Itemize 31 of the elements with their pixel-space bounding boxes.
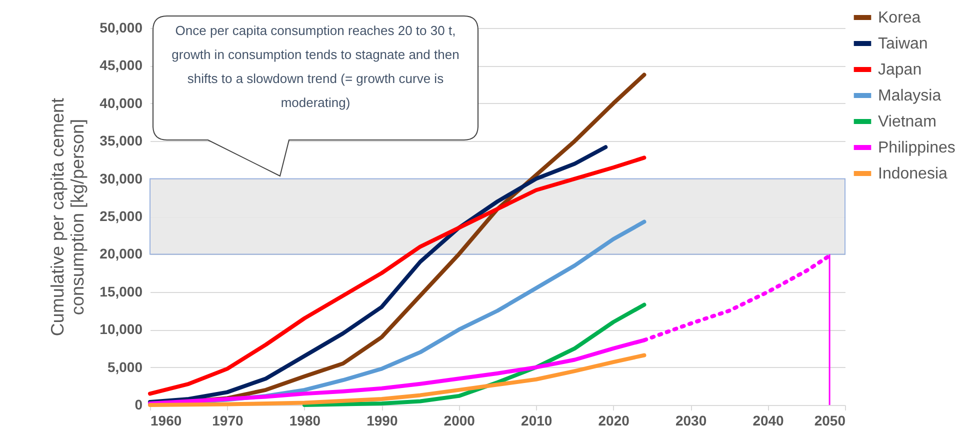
y-tick-label: 10,000 bbox=[100, 321, 143, 338]
x-tick-label: 2050 bbox=[814, 412, 846, 428]
x-tick-label: 2020 bbox=[598, 412, 630, 428]
y-tick-label: 25,000 bbox=[100, 208, 143, 224]
y-tick-label: 45,000 bbox=[100, 57, 143, 74]
legend-label: Philippines bbox=[878, 140, 956, 156]
y-tick-label: 20,000 bbox=[100, 246, 143, 262]
y-tick-label: 5,000 bbox=[107, 358, 143, 375]
y-tick-label: 30,000 bbox=[100, 170, 143, 186]
y-tick-label: 15,000 bbox=[100, 283, 143, 300]
y-tick-label: 40,000 bbox=[100, 94, 143, 111]
x-tick-label: 1980 bbox=[289, 412, 321, 428]
x-tick-label: 1960 bbox=[150, 412, 182, 428]
x-tick-label: 2010 bbox=[521, 412, 552, 428]
line-series bbox=[148, 353, 646, 407]
legend-label: Taiwan bbox=[878, 36, 928, 52]
legend-label: Japan bbox=[878, 62, 922, 78]
legend-label: Malaysia bbox=[878, 88, 942, 104]
x-tick-label: 2000 bbox=[444, 412, 476, 428]
y-tick-label: 0 bbox=[134, 396, 143, 412]
x-tick-label: 1990 bbox=[366, 412, 398, 428]
y-tick-label: 50,000 bbox=[100, 20, 143, 36]
x-tick-label: 2040 bbox=[752, 412, 784, 428]
annotation: Once per capita consumption reaches 20 to 30 t, growth in consumption tends to stagnate and then shifts to a slowdown trend (= growth curve is moderating) bbox=[170, 22, 460, 112]
legend-label: Korea bbox=[878, 10, 921, 26]
x-tick-label: 2030 bbox=[675, 412, 707, 428]
legend-label: Indonesia bbox=[878, 166, 948, 182]
x-tick-label: 1970 bbox=[212, 412, 244, 428]
y-axis-title: Cumulative per capita cement consumption [kg/person] bbox=[48, 98, 88, 336]
y-tick-label: 35,000 bbox=[100, 132, 143, 149]
legend-label: Vietnam bbox=[878, 114, 936, 130]
